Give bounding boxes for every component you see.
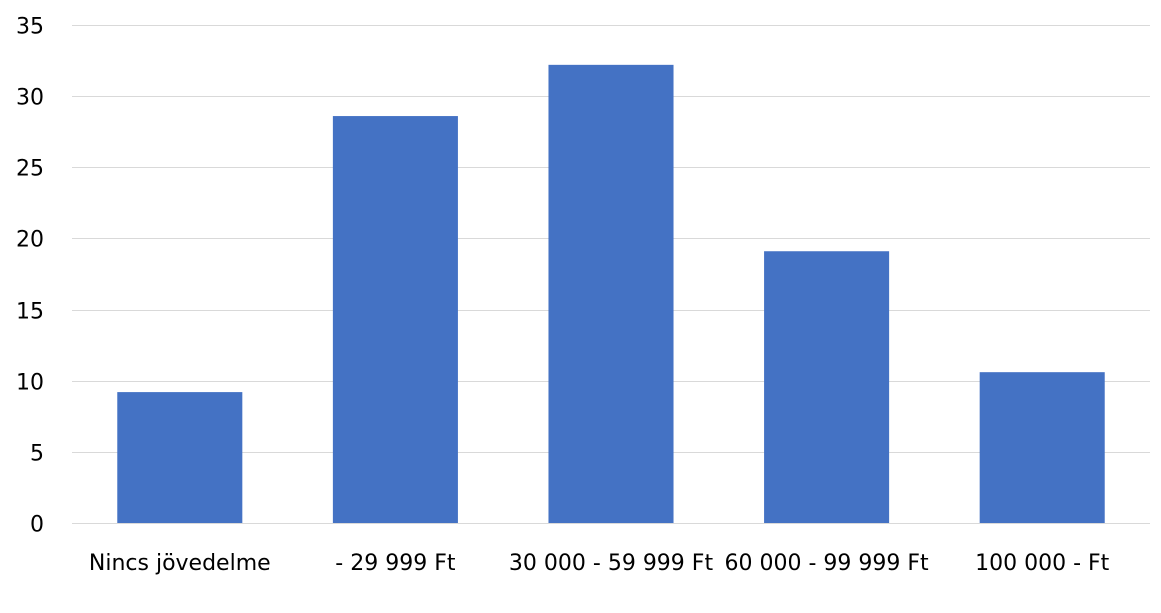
y-tick-label: 15 [16, 300, 44, 325]
x-category-label: - 29 999 Ft [335, 551, 456, 576]
y-axis-tick-labels: 0 5 10 15 20 25 30 35 [16, 15, 44, 538]
y-tick-label: 30 [16, 86, 44, 111]
x-category-label: Nincs jövedelme [89, 551, 271, 576]
y-tick-label: 0 [30, 513, 44, 538]
bar [117, 392, 243, 523]
bars [117, 64, 1105, 523]
y-tick-label: 25 [16, 157, 44, 182]
x-category-label: 30 000 - 59 999 Ft [509, 551, 714, 576]
x-axis-category-labels: Nincs jövedelme - 29 999 Ft 30 000 - 59 99… [89, 551, 1110, 576]
bar [548, 64, 674, 523]
bar [979, 372, 1105, 523]
y-tick-label: 5 [30, 442, 44, 467]
y-tick-label: 35 [16, 15, 44, 40]
x-category-label: 60 000 - 99 999 Ft [725, 551, 930, 576]
y-tick-label: 20 [16, 228, 44, 253]
y-tick-label: 10 [16, 371, 44, 396]
bar [332, 116, 458, 523]
bar [764, 251, 890, 523]
x-category-label: 100 000 - Ft [975, 551, 1110, 576]
